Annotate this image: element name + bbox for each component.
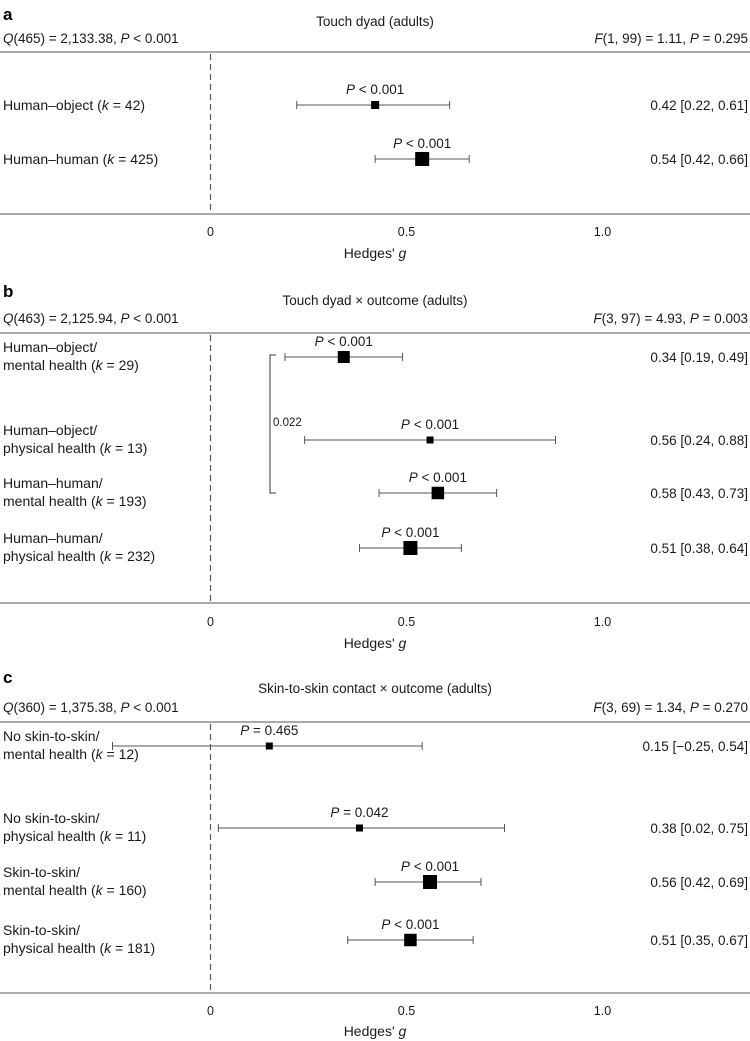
effect-size-result: 0.15 [−0.25, 0.54] [643,739,748,754]
x-tick-label: 0.5 [398,1004,415,1018]
forest-panel-b: b Touch dyad × outcome (adults) Q(463) = 2… [0,282,750,651]
row-label-line2: mental health (k = 193) [3,493,147,509]
p-value-label: P < 0.001 [315,334,373,349]
p-value-label: P < 0.001 [393,136,451,151]
x-tick-label: 0 [207,1004,214,1018]
p-value-label: P = 0.042 [330,805,388,820]
q-statistic: Q(465) = 2,133.38, P < 0.001 [3,31,179,46]
row-label-line2: physical health (k = 13) [3,440,147,456]
p-value-label: P < 0.001 [381,525,439,540]
point-estimate-marker [426,436,434,444]
forest-row: Human–object/mental health (k = 29) P < 0… [3,334,748,373]
point-estimate-marker [403,541,418,555]
row-label-line1: No skin-to-skin/ [3,810,100,826]
point-estimate-marker [404,933,417,947]
p-value-label: P < 0.001 [381,917,439,932]
row-label-line2: physical health (k = 181) [3,940,155,956]
comparison-bracket [269,354,276,494]
row-label-line2: mental health (k = 29) [3,357,139,373]
panel-title: Skin-to-skin contact × outcome (adults) [258,681,492,696]
forest-row: Human–human (k = 425) P < 0.001 0.54 [0.42… [3,136,748,167]
panel-title: Touch dyad (adults) [316,14,434,29]
row-label-line2: mental health (k = 160) [3,882,147,898]
point-estimate-marker [415,152,430,166]
x-axis-title: Hedges' g [344,635,407,651]
forest-row: Skin-to-skin/physical health (k = 181) P … [3,917,748,956]
point-estimate-marker [265,742,273,750]
p-value-label: P < 0.001 [409,470,467,485]
row-label-line2: mental health (k = 12) [3,746,139,762]
forest-panel-a: a Touch dyad (adults) Q(465) = 2,133.38, P… [0,5,750,261]
row-label-line1: Human–object/ [3,422,97,438]
row-label-line1: No skin-to-skin/ [3,728,100,744]
effect-size-result: 0.38 [0.02, 0.75] [650,821,748,836]
x-axis-title: Hedges' g [344,1023,407,1039]
effect-size-result: 0.56 [0.24, 0.88] [650,433,748,448]
row-label: Human–human (k = 425) [3,151,158,167]
panel-letter: b [3,282,13,301]
row-label: Human–object (k = 42) [3,97,145,113]
bracket-p-value: 0.022 [273,417,302,429]
panel-title: Touch dyad × outcome (adults) [283,293,468,308]
row-label-line1: Human–human/ [3,530,103,546]
row-label-line1: Human–object/ [3,339,97,355]
forest-row: Skin-to-skin/mental health (k = 160) P < … [3,859,748,898]
row-label-line2: physical health (k = 232) [3,548,155,564]
f-statistic: F(1, 99) = 1.11, P = 0.295 [594,31,748,46]
forest-row: No skin-to-skin/mental health (k = 12) P … [3,723,748,762]
forest-row: Human–human/mental health (k = 193) P < 0… [3,470,748,509]
f-statistic: F(3, 97) = 4.93, P = 0.003 [593,311,748,326]
q-statistic: Q(360) = 1,375.38, P < 0.001 [3,700,179,715]
row-label-line1: Skin-to-skin/ [3,864,80,880]
f-statistic: F(3, 69) = 1.34, P = 0.270 [593,700,748,715]
p-value-label: P < 0.001 [401,417,459,432]
p-value-label: P < 0.001 [401,859,459,874]
forest-row: No skin-to-skin/physical health (k = 11)… [3,805,748,844]
forest-panel-c: c Skin-to-skin contact × outcome (adults)… [0,668,750,1039]
effect-size-result: 0.58 [0.43, 0.73] [650,486,748,501]
point-estimate-marker [355,824,363,832]
effect-size-result: 0.42 [0.22, 0.61] [650,98,748,113]
x-tick-label: 1.0 [594,225,611,239]
x-tick-label: 0 [207,225,214,239]
x-tick-label: 0 [207,615,214,629]
x-tick-label: 1.0 [594,615,611,629]
p-value-label: P = 0.465 [240,723,298,738]
q-statistic: Q(463) = 2,125.94, P < 0.001 [3,311,179,326]
x-tick-label: 1.0 [594,1004,611,1018]
forest-row: Human–human/physical health (k = 232) P <… [3,525,748,564]
forest-row: Human–object (k = 42) P < 0.001 0.42 [0.22… [3,82,748,113]
effect-size-result: 0.56 [0.42, 0.69] [650,875,748,890]
point-estimate-marker [371,101,380,109]
effect-size-result: 0.54 [0.42, 0.66] [650,152,748,167]
effect-size-result: 0.51 [0.38, 0.64] [650,541,748,556]
panel-letter: c [3,668,12,687]
effect-size-result: 0.34 [0.19, 0.49] [650,350,748,365]
row-label-line1: Human–human/ [3,475,103,491]
x-tick-label: 0.5 [398,225,415,239]
point-estimate-marker [337,351,350,363]
point-estimate-marker [423,875,438,889]
x-tick-label: 0.5 [398,615,415,629]
x-axis-title: Hedges' g [344,245,407,261]
row-label-line2: physical health (k = 11) [3,828,146,844]
row-label-line1: Skin-to-skin/ [3,922,80,938]
panel-letter: a [3,5,13,24]
point-estimate-marker [431,486,445,500]
p-value-label: P < 0.001 [346,82,404,97]
forest-row: Human–object/physical health (k = 13) P <… [3,417,748,456]
effect-size-result: 0.51 [0.35, 0.67] [650,933,748,948]
